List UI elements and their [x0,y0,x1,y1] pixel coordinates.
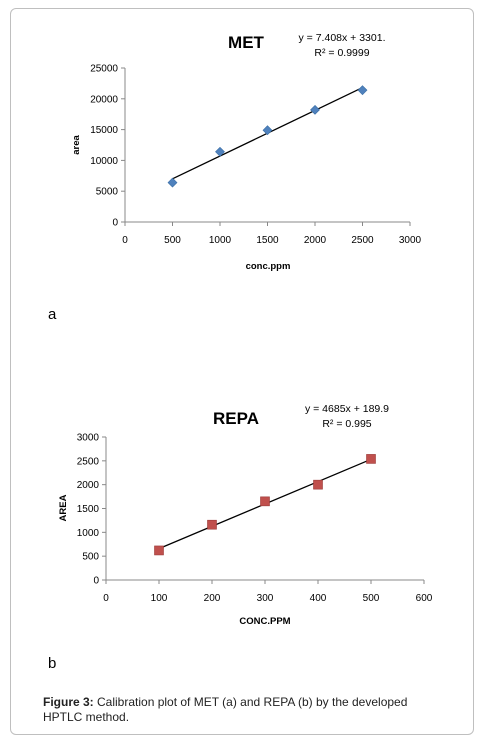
y-axis-label: area [71,135,82,155]
r-squared: R² = 0.995 [322,418,371,430]
data-point [262,125,273,136]
data-point [310,104,320,115]
r-squared: R² = 0.9999 [314,47,369,59]
x-tick-label: 2000 [304,235,327,246]
y-tick-label: 2000 [77,480,100,491]
data-point [313,479,323,490]
y-tick-label: 20000 [90,94,118,105]
x-tick-label: 100 [151,593,168,604]
x-tick-label: 0 [103,593,109,604]
data-point [154,545,164,556]
y-tick-label: 2500 [77,456,100,467]
x-tick-label: 400 [310,593,327,604]
chart-title: MET [228,33,265,52]
x-tick-label: 200 [204,593,221,604]
x-tick-label: 1000 [209,235,232,246]
x-tick-label: 500 [363,593,380,604]
x-axis-label: conc.ppm [246,261,291,272]
chart-panel-b: REPA y = 4685x + 189.9 R² = 0.995 0 500 10… [48,403,433,672]
repa-calibration-chart: REPA y = 4685x + 189.9 R² = 0.995 0 500 10… [58,403,433,627]
data-point [366,454,376,464]
x-tick-label: 500 [164,235,181,246]
data-point [215,146,225,157]
regression-equation: y = 4685x + 189.9 [305,403,389,415]
data-point [167,177,178,188]
caption-label: Figure 3: [43,695,94,709]
data-point [207,519,217,530]
y-tick-label: 3000 [77,433,100,444]
chart-panel-a: MET y = 7.408x + 3301. R² = 0.9999 0 5000… [0,0,484,330]
data-point [260,496,270,507]
y-tick-label: 1000 [77,528,100,539]
y-tick-label: 25000 [90,64,118,75]
y-tick-label: 0 [93,576,99,587]
y-tick-label: 10000 [90,156,118,167]
data-point [357,85,368,96]
caption-text: Calibration plot of MET (a) and REPA (b)… [43,695,408,724]
x-tick-label: 300 [257,593,274,604]
panel-label-a: a [48,306,57,323]
figure-caption: Figure 3: Calibration plot of MET (a) an… [43,695,443,725]
y-tick-label: 500 [82,552,99,563]
y-tick-label: 1500 [77,504,100,515]
met-calibration-chart: MET y = 7.408x + 3301. R² = 0.9999 05000… [71,32,422,272]
x-tick-label: 600 [416,593,433,604]
x-tick-label: 0 [122,235,128,246]
x-tick-label: 3000 [399,235,422,246]
y-tick-label: 5000 [96,187,119,198]
x-axis-label: CONC.PPM [239,616,290,627]
figure-frame [10,8,474,735]
y-axis-label: AREA [58,494,69,521]
panel-label-b: b [48,655,57,672]
x-tick-label: 2500 [351,235,374,246]
regression-equation: y = 7.408x + 3301. [299,32,386,44]
y-tick-label: 15000 [90,125,118,136]
chart-title: REPA [213,409,259,428]
y-tick-label: 0 [112,218,118,229]
x-tick-label: 1500 [256,235,279,246]
